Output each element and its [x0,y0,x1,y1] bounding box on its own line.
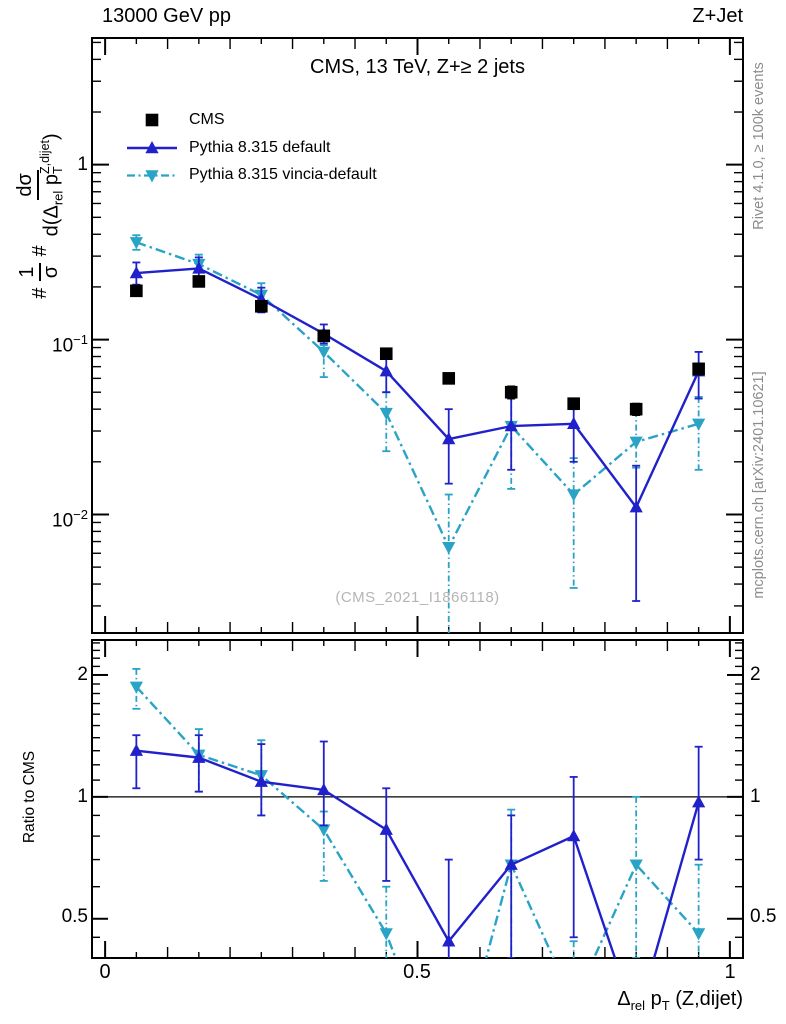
ytick-1-text: 1 [77,154,88,175]
ytick-1e-1-base: 10 [52,335,74,357]
y-title-den-sigma: σ [40,265,62,279]
rivet-version-note: Rivet 4.1.0, ≥ 100k events [751,62,767,230]
ytick-1: 1 [24,153,88,177]
analysis-id-watermark: (CMS_2021_I1866118) [335,589,500,606]
y-title-den-p: p [39,174,62,191]
x-title-delta: Δ [617,988,631,1010]
xtick-05: 0.5 [403,961,431,983]
legend-item-pythia-vincia: Pythia 8.315 vincia-default [189,166,377,183]
ratio-tick-2-right: 2 [750,664,761,685]
y-title-den-dx: d(Δrel p Z,dijet T) [37,131,65,238]
process-label: Z+Jet [692,5,743,27]
ratio-axis-title: Ratio to CMS [21,750,38,844]
y-title-den-post: ) [39,133,62,140]
y-title-den-sub-t: T [50,166,65,175]
ytick-1e-1: 10−1 [24,328,88,358]
y-title-hash1: # [28,287,51,299]
xtick-1: 1 [724,961,736,983]
ytick-1e-2-exp: −2 [73,507,88,522]
legend-item-cms: CMS [189,111,225,128]
y-title-den-pre: d(Δ [39,205,62,237]
y-axis-title: # 1 σ # dσ d(Δrel p Z,dijet T) [1,60,79,370]
x-title-sub-t: T [661,998,670,1013]
y-title-den-psubsup: Z,dijet T [37,139,65,175]
y-title-frac-dsigma: dσ d(Δrel p Z,dijet T) [14,131,65,238]
beam-energy-label: 13000 GeV pp [102,5,231,27]
ratio-tick-2-left: 2 [77,664,88,685]
y-title-num-dsigma: dσ [14,170,39,200]
mcplots-reference-note: mcplots.cern.ch [arXiv:2401.10621] [751,371,767,599]
ratio-tick-05-left: 0.5 [61,906,88,927]
legend-item-pythia-default: Pythia 8.315 default [189,139,331,156]
ratio-tick-05-right: 0.5 [750,906,777,927]
x-axis-title: Δrel pT (Z,dijet) [443,988,743,1013]
y-title-num-1: 1 [16,263,41,281]
y-title-hash2: # [28,245,51,257]
y-title-den-sup: Z,dijet [37,139,52,175]
ytick-1e-2-base: 10 [52,510,74,532]
plot-title: CMS, 13 TeV, Z+≥ 2 jets [310,56,525,78]
xtick-0: 0 [99,961,111,983]
x-title-args: (Z,dijet) [669,988,743,1010]
ytick-1e-2: 10−2 [24,503,88,533]
y-title-frac-1-over-sigma: 1 σ [16,263,62,281]
y-title-den-sub-rel: rel [49,190,65,206]
ratio-tick-1-right: 1 [750,786,761,807]
x-title-p: p [645,988,662,1010]
ytick-1e-1-exp: −1 [73,332,88,347]
x-title-sub-rel: rel [630,998,646,1013]
ratio-tick-1-left: 1 [77,786,88,807]
